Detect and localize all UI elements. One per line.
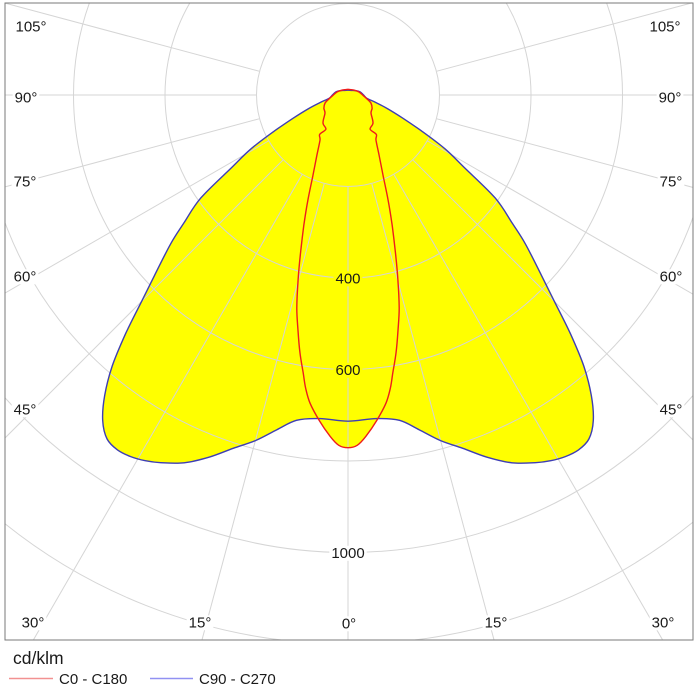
angle-label-right-45: 45°: [660, 401, 683, 418]
angle-label-left-30-bg: [19, 615, 47, 631]
angle-label-right-75-bg: [657, 174, 685, 190]
grid-radial-r105: [436, 3, 693, 72]
legend: cd/klm C0 - C180 C90 - C270: [9, 648, 276, 688]
angle-label-left-15: 15°: [189, 614, 212, 631]
intensity-curves: [101, 88, 595, 464]
angle-label-left-60-bg: [11, 269, 39, 285]
legend-label-c90-c270: C90 - C270: [199, 671, 276, 688]
angle-label-right-90-bg: [656, 90, 684, 106]
legend-units-label: cd/klm: [13, 648, 64, 668]
radial-label-400: 400: [335, 270, 360, 287]
legend-label-c0-c180: C0 - C180: [59, 671, 127, 688]
axis-labels: 0° 15° 15° 30° 30° 45° 45° 60° 60° 75° 75° 90° 90° 10…: [11, 18, 685, 632]
angle-label-right-30-bg: [649, 615, 677, 631]
radial-label-600-bg: [333, 362, 363, 378]
angle-label-right-105: 105°: [649, 18, 680, 35]
radial-label-1000: 1000: [331, 545, 364, 562]
angle-label-right-45-bg: [657, 402, 685, 418]
angle-label-0: 0°: [342, 615, 356, 632]
radial-label-1000-bg: [329, 545, 367, 561]
grid-radial-r60: [427, 140, 693, 295]
grid-radial-r30: [393, 174, 664, 640]
grid-radial-l30: [32, 174, 303, 640]
angle-label-left-15-bg: [186, 615, 214, 631]
grid-radial-l45: [5, 159, 284, 439]
angle-label-right-105-bg: [647, 19, 683, 35]
angle-label-right-60-bg: [657, 269, 685, 285]
c90-c270-curve: [101, 89, 595, 464]
angle-label-left-75-bg: [11, 174, 39, 190]
angle-label-right-90: 90°: [659, 89, 682, 106]
angle-label-left-75: 75°: [14, 173, 37, 190]
angle-label-right-75: 75°: [660, 173, 683, 190]
angle-label-left-105-bg: [13, 19, 49, 35]
angle-label-0-bg: [339, 616, 359, 632]
radial-label-400-bg: [333, 271, 363, 287]
angle-label-left-90-bg: [12, 90, 40, 106]
angle-label-left-105: 105°: [15, 18, 46, 35]
radial-label-600: 600: [335, 362, 360, 379]
angle-label-left-45: 45°: [14, 401, 37, 418]
grid-radial-r75: [436, 118, 693, 188]
angle-label-right-15: 15°: [485, 614, 508, 631]
angle-label-left-90: 90°: [15, 89, 38, 106]
angle-label-right-15-bg: [482, 615, 510, 631]
angle-label-right-30: 30°: [652, 614, 675, 631]
c0-c180-curve: [296, 88, 400, 449]
angle-label-left-60: 60°: [14, 268, 37, 285]
grid-radial-r45: [412, 159, 693, 441]
grid-radial-l105: [5, 3, 260, 72]
angle-label-left-30: 30°: [22, 614, 45, 631]
angle-label-right-60: 60°: [660, 268, 683, 285]
grid-radial-l75: [5, 118, 260, 188]
angle-label-left-45-bg: [11, 402, 39, 418]
plot-border: [4, 2, 694, 641]
